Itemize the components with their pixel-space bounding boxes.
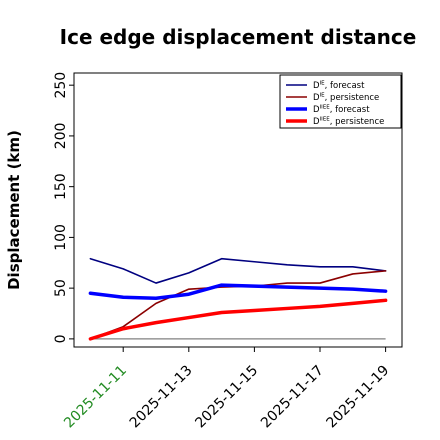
legend-entry-3: DIIEE, forecast xyxy=(313,105,370,116)
x-tick-label: 2025-11-19 xyxy=(324,363,393,432)
y-tick-label: 250 xyxy=(53,72,69,99)
series-line-4 xyxy=(88,298,388,341)
x-tick-label: 2025-11-15 xyxy=(192,363,261,432)
chart-title: Ice edge displacement distance xyxy=(60,25,417,49)
legend-entry-2: DIE, persistence xyxy=(313,93,379,104)
plot-area xyxy=(88,257,388,341)
series-line-1 xyxy=(89,257,387,284)
plot-frame xyxy=(73,72,403,348)
y-tick-label: 150 xyxy=(53,173,69,200)
legend-box xyxy=(279,74,402,129)
x-tick-label: 2025-11-11 xyxy=(61,363,130,432)
x-tick-label: 2025-11-17 xyxy=(258,363,327,432)
y-axis-label: Displacement (km) xyxy=(5,130,23,290)
legend-entry-1: DIE, forecast xyxy=(313,81,365,92)
legend-entry-4: DIIEE, persistence xyxy=(313,117,384,128)
y-tick-label: 0 xyxy=(53,334,69,343)
series-line-3 xyxy=(88,283,388,301)
y-tick-label: 200 xyxy=(53,123,69,150)
x-tick-label: 2025-11-13 xyxy=(127,363,196,432)
y-tick-label: 100 xyxy=(53,224,69,251)
y-tick-label: 50 xyxy=(53,279,69,297)
